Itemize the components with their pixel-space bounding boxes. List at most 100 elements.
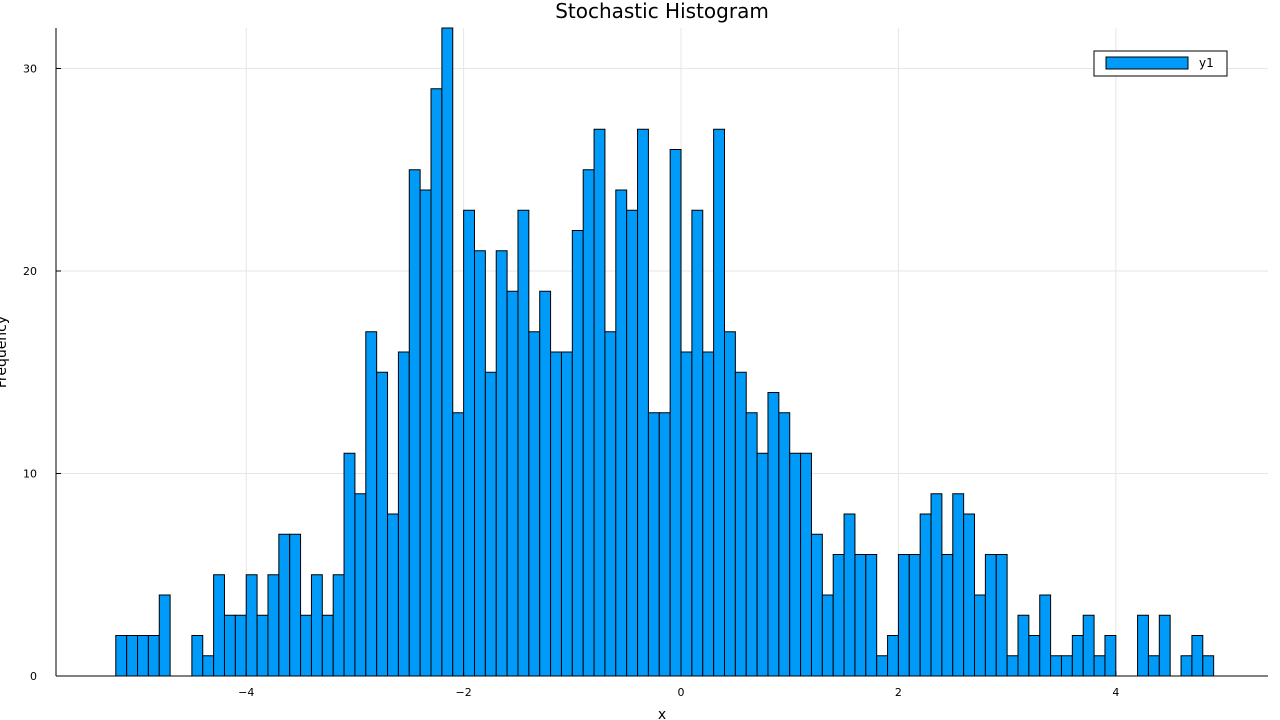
histogram-bar [919,513,932,677]
y-tick-label: 10 [23,468,37,481]
y-tick-label: 0 [30,670,37,683]
histogram-bar [463,209,475,677]
histogram-bar [213,574,225,677]
histogram-bar [506,290,519,677]
histogram-bar [191,635,204,677]
histogram-bar [1017,614,1030,677]
histogram-bar [897,554,910,677]
histogram-bar [658,412,671,677]
histogram-bar [908,554,921,677]
histogram-bar [473,250,486,677]
histogram-bar [800,452,812,677]
histogram-bar [376,371,389,677]
histogram-bar [854,554,867,677]
bars-layer [115,27,1215,677]
histogram-bar [1028,635,1041,677]
histogram-bar [724,331,736,677]
histogram-bar [452,412,465,677]
histogram-bar [137,635,149,677]
histogram-bar [343,452,356,677]
x-tick-label: 4 [1112,686,1119,699]
histogram-bar [419,189,432,677]
histogram-bar [941,554,954,677]
histogram-bar [713,128,726,677]
histogram-bar [995,554,1008,677]
legend-swatch [1105,56,1189,70]
histogram-bar [615,189,628,677]
histogram-bar [321,614,334,677]
histogram-bar [571,230,584,677]
histogram-bar [1104,635,1117,677]
histogram-bar [115,635,128,677]
histogram-bar [300,614,312,677]
histogram-bar [669,149,682,677]
histogram-bar [126,635,139,677]
histogram-bar [876,655,889,677]
histogram-bar [756,452,769,677]
y-axis-label: Frequency [0,316,10,388]
histogram-bar [1202,655,1215,677]
histogram-bar [223,614,236,677]
histogram-bar [1180,655,1193,677]
histogram-bar [289,533,302,677]
histogram-bar [365,331,378,677]
histogram-bar [550,351,562,677]
histogram-bar [147,635,160,677]
histogram-bar [734,371,747,677]
histogram-bar [952,493,965,677]
histogram-bar [745,412,758,677]
histogram-bar [387,513,399,677]
histogram-bar [593,128,606,677]
histogram-bar [517,209,530,677]
histogram-bar [278,533,291,677]
histogram-bar [310,574,323,677]
x-tick-label: 0 [678,686,685,699]
histogram-bar [484,371,497,677]
histogram-bar [582,169,595,677]
histogram-bar [887,635,899,677]
axes-layer: −4 −2 0 2 4 0 10 20 30 [23,28,1268,699]
histogram-bar [974,594,986,677]
histogram-bar [1060,655,1073,677]
histogram-bar [832,554,845,677]
histogram-bar [1082,614,1095,677]
x-tick-label: −2 [456,686,472,699]
histogram-bar [810,533,823,677]
histogram-bar [267,574,280,677]
histogram-bar [528,331,541,677]
histogram-bar [647,412,660,677]
histogram-bar [691,209,704,677]
histogram-bar [637,128,649,677]
histogram-bar [1147,655,1160,677]
histogram-bar [1039,594,1052,677]
histogram-bar [1191,635,1204,677]
histogram-bar [202,655,215,677]
histogram-bar [1093,655,1106,677]
histogram-bar [256,614,269,677]
x-tick-label: −4 [238,686,254,699]
histogram-bar [539,290,552,677]
histogram-bar [397,351,410,677]
histogram-bar [245,574,258,677]
histogram-bar [1050,655,1062,677]
histogram-bar [1137,614,1149,677]
histogram-bar [930,493,943,677]
histogram-bar [158,594,171,677]
histogram-bar [332,574,345,677]
legend: y1 [1093,50,1228,77]
histogram-bar [1006,655,1019,677]
histogram-bar [767,392,780,677]
histogram-bar [1158,614,1171,677]
histogram-bar [626,209,639,677]
histogram-bar [354,493,367,677]
histogram-bar [984,554,997,677]
histogram-bar [778,412,791,677]
y-tick-label: 20 [23,265,37,278]
x-axis-label: x [658,707,666,720]
legend-label: y1 [1199,56,1214,70]
histogram-bar [560,351,573,677]
histogram-bar [680,351,693,677]
histogram-bar [789,452,802,677]
histogram-bar [865,554,878,677]
